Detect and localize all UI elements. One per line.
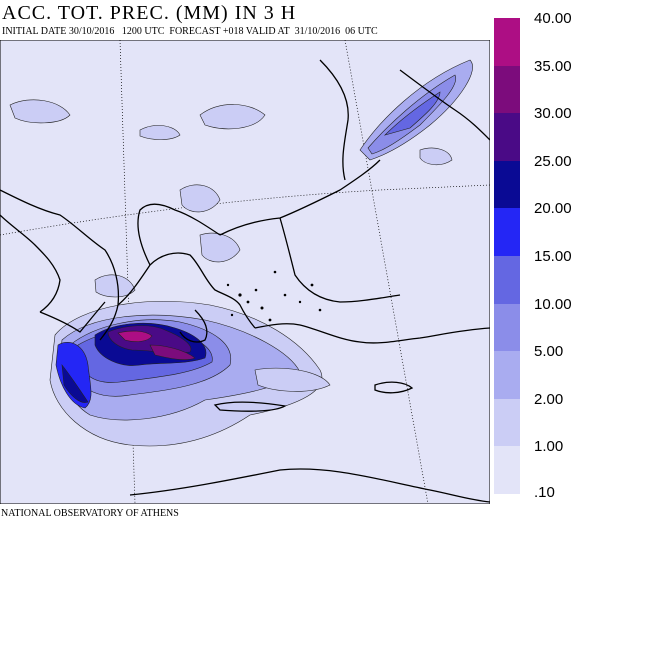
- legend-label: 10.00: [534, 295, 572, 313]
- legend-swatch: [494, 303, 520, 352]
- precip-shading: [9, 59, 473, 447]
- legend-swatch: [494, 113, 520, 161]
- legend-swatch: [494, 398, 520, 447]
- credit-text: NATIONAL OBSERVATORY OF ATHENS: [1, 508, 179, 519]
- precipitation-map: [0, 40, 490, 504]
- graticule: [0, 40, 490, 504]
- legend-label: .10: [534, 484, 555, 501]
- legend-swatch: [494, 351, 520, 399]
- legend-label: 1.00: [534, 438, 564, 456]
- map-subtitle: INITIAL DATE 30/10/2016 1200 UTC FORECAS…: [2, 26, 378, 37]
- legend-swatch: [494, 256, 520, 304]
- legend-swatch: [494, 446, 520, 494]
- coastlines: [0, 59, 490, 503]
- map-title: ACC. TOT. PREC. (MM) IN 3 H: [2, 2, 297, 24]
- legend-label: 5.00: [534, 343, 564, 361]
- legend-label: 35.00: [534, 57, 572, 75]
- legend-label: 20.00: [534, 200, 572, 218]
- legend-swatch: [494, 160, 520, 209]
- islands: [226, 270, 322, 322]
- legend-label: 15.00: [534, 248, 572, 265]
- legend-swatch: [494, 18, 520, 66]
- legend-swatch: [494, 208, 520, 256]
- legend-label: 25.00: [534, 152, 572, 170]
- legend-swatch: [494, 65, 520, 114]
- legend-label: 2.00: [534, 390, 564, 408]
- color-legend: [494, 18, 650, 494]
- legend-label: 30.00: [534, 105, 572, 123]
- legend-label: 40.00: [534, 10, 572, 27]
